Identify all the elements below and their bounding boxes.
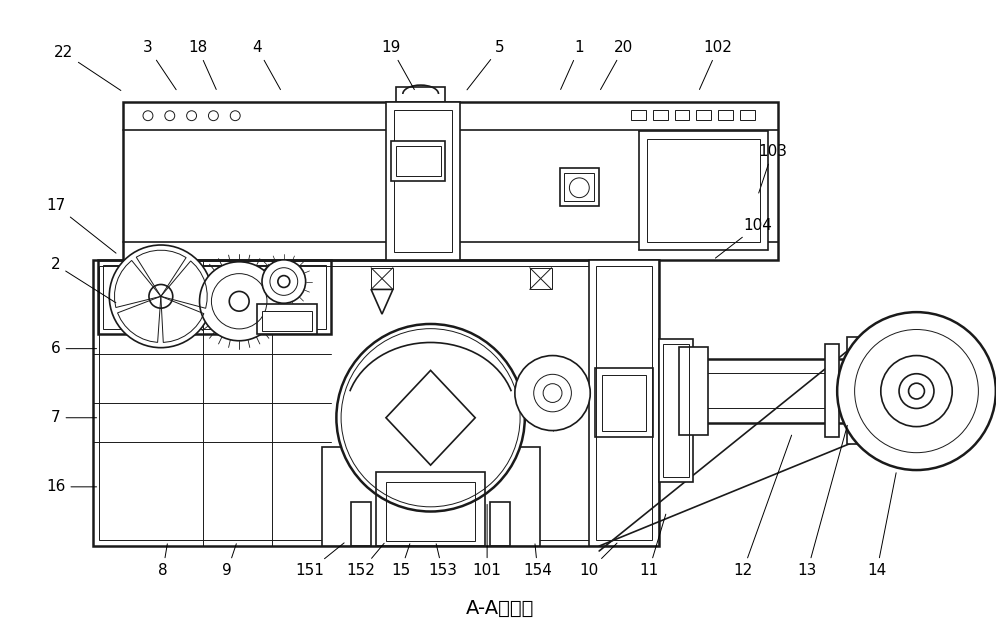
Text: 11: 11 — [639, 514, 666, 578]
Bar — [663, 344, 689, 477]
Bar — [490, 502, 510, 546]
Text: 17: 17 — [46, 198, 116, 253]
Text: 3: 3 — [143, 40, 176, 90]
Bar — [631, 109, 646, 120]
Bar — [386, 102, 460, 260]
Circle shape — [341, 328, 520, 507]
Text: 18: 18 — [188, 40, 216, 90]
Bar — [103, 265, 326, 329]
Text: 10: 10 — [580, 543, 617, 578]
Bar — [718, 109, 733, 120]
Bar — [351, 502, 371, 546]
Bar — [322, 448, 540, 546]
Bar — [262, 311, 312, 331]
Text: 20: 20 — [601, 40, 634, 90]
Bar — [123, 102, 778, 260]
Text: 19: 19 — [381, 40, 414, 90]
Text: 6: 6 — [51, 341, 97, 356]
Text: 103: 103 — [758, 144, 787, 193]
Bar — [639, 131, 768, 250]
Text: 104: 104 — [715, 218, 772, 258]
Circle shape — [200, 262, 279, 341]
Bar — [386, 482, 475, 541]
Circle shape — [837, 312, 996, 470]
Circle shape — [909, 383, 924, 399]
Text: 14: 14 — [867, 473, 896, 578]
Bar — [560, 168, 599, 205]
Text: 8: 8 — [158, 544, 168, 578]
Bar — [376, 472, 485, 546]
Circle shape — [515, 355, 590, 431]
Text: 4: 4 — [252, 40, 280, 90]
Text: 152: 152 — [347, 544, 384, 578]
Text: 1: 1 — [561, 40, 584, 90]
Text: 102: 102 — [699, 40, 733, 90]
Text: 15: 15 — [391, 544, 410, 578]
Bar — [675, 109, 689, 120]
Text: 7: 7 — [51, 410, 97, 425]
Bar — [679, 346, 708, 435]
Circle shape — [336, 324, 525, 511]
Bar — [647, 139, 760, 242]
Bar — [595, 368, 653, 437]
Text: 9: 9 — [222, 544, 236, 578]
Text: 2: 2 — [51, 257, 116, 303]
Circle shape — [109, 245, 212, 348]
Text: 5: 5 — [467, 40, 505, 90]
Bar — [696, 109, 711, 120]
Text: 12: 12 — [733, 435, 792, 578]
Circle shape — [262, 260, 306, 303]
Bar — [847, 337, 865, 444]
Text: 151: 151 — [295, 543, 344, 578]
Bar — [589, 260, 659, 546]
Text: 13: 13 — [798, 425, 847, 578]
Bar — [98, 260, 331, 334]
Text: A-A剖面图: A-A剖面图 — [466, 599, 534, 618]
Bar — [530, 268, 552, 289]
Text: 153: 153 — [428, 544, 457, 578]
Bar — [99, 266, 653, 540]
Bar — [602, 375, 646, 431]
Bar — [564, 173, 594, 200]
Bar — [825, 344, 839, 437]
Bar — [396, 146, 441, 176]
Bar — [659, 339, 693, 482]
Bar — [257, 304, 317, 334]
Bar — [391, 142, 445, 181]
Bar — [740, 109, 755, 120]
Text: 101: 101 — [473, 504, 502, 578]
Bar — [394, 109, 452, 252]
Bar — [653, 109, 668, 120]
Bar — [396, 87, 445, 102]
Bar — [596, 266, 652, 540]
Text: 154: 154 — [523, 544, 552, 578]
Bar — [371, 268, 393, 289]
Text: 16: 16 — [46, 479, 97, 495]
Bar — [93, 260, 659, 546]
Text: 22: 22 — [54, 45, 121, 90]
